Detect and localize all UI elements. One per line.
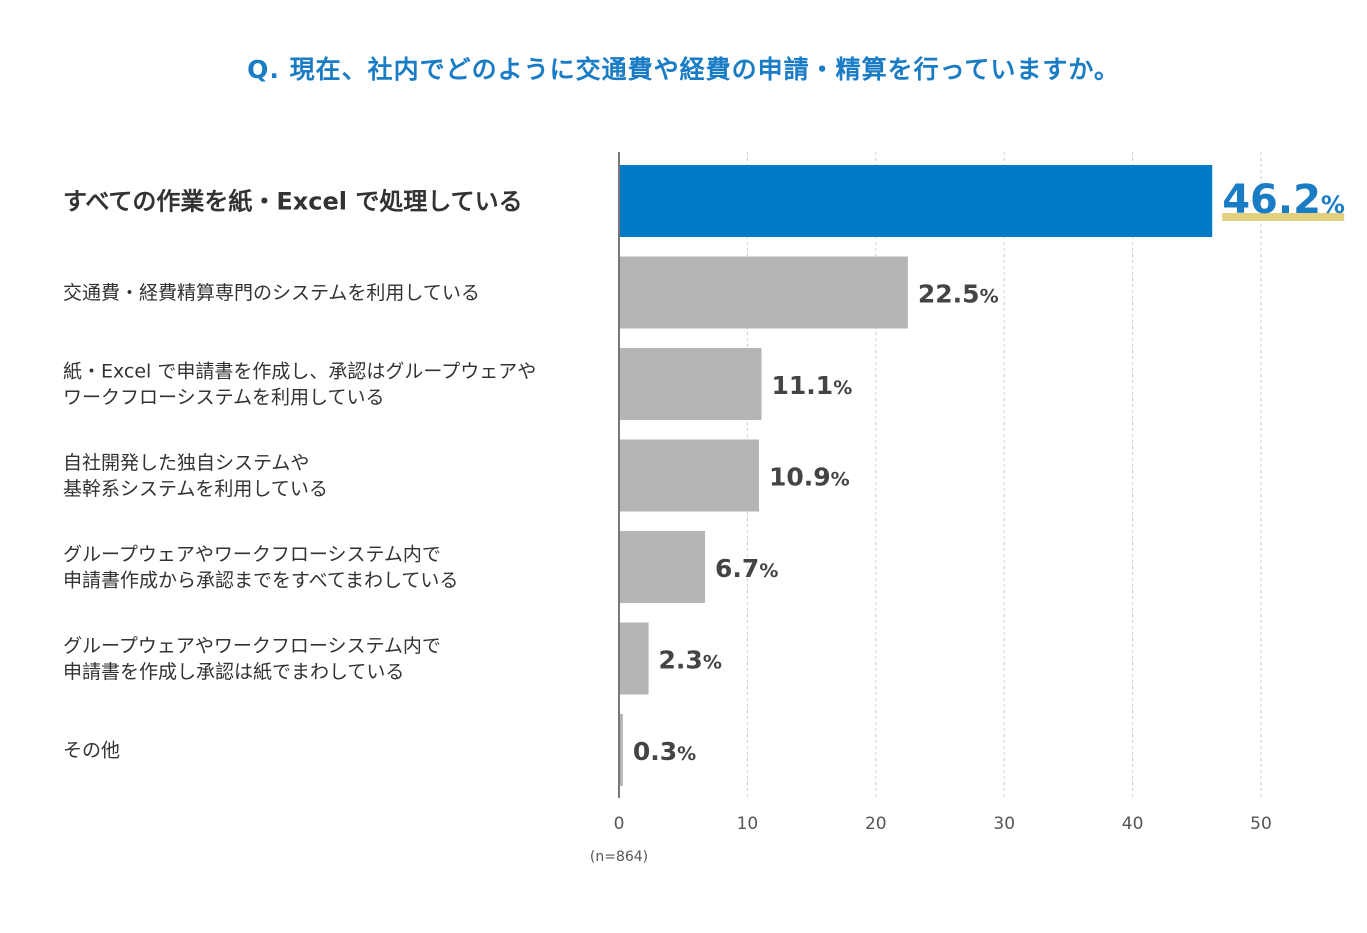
value-unit: % xyxy=(980,286,999,308)
value-unit: % xyxy=(677,743,696,765)
category-label: 紙・Excel で申請書を作成し、承認はグループウェアや xyxy=(63,361,536,383)
bar xyxy=(619,439,759,512)
x-tick-label: 10 xyxy=(737,814,759,834)
bar-value-label: 6.7% xyxy=(715,554,778,583)
bar-highlight xyxy=(619,165,1213,237)
chart-title: Q. 現在、社内でどのように交通費や経費の申請・精算を行っていますか。 xyxy=(247,55,1120,84)
category-label: ワークフローシステムを利用している xyxy=(63,387,384,409)
bar-value-label: 46.2% xyxy=(1222,177,1345,223)
bar-value-label: 2.3% xyxy=(659,646,722,675)
value-unit: % xyxy=(1321,191,1345,219)
x-tick-label: 30 xyxy=(993,814,1015,834)
value-unit: % xyxy=(703,652,722,674)
x-tick-label: 0 xyxy=(614,814,625,834)
category-label: その他 xyxy=(63,740,120,762)
category-label: すべての作業を紙・Excel で処理している xyxy=(63,187,523,215)
bar-value-label: 10.9% xyxy=(769,463,850,492)
value-unit: % xyxy=(759,560,778,582)
x-tick-label: 40 xyxy=(1122,814,1144,834)
x-tick-label: 50 xyxy=(1250,814,1272,834)
value-underline xyxy=(1222,213,1345,221)
bar xyxy=(619,348,762,420)
category-label: グループウェアやワークフローシステム内で xyxy=(63,544,441,566)
category-label: 自社開発した独自システムや xyxy=(63,452,309,474)
category-label: 申請書を作成し承認は紙でまわしている xyxy=(63,661,404,683)
bar-value-label: 11.1% xyxy=(772,371,853,400)
category-label: 基幹系システムを利用している xyxy=(63,478,328,500)
bar xyxy=(619,531,706,603)
bar xyxy=(619,714,623,786)
sample-size-note: (n=864) xyxy=(590,849,648,865)
bar xyxy=(619,622,649,695)
value-unit: % xyxy=(833,377,852,399)
category-label: 交通費・経費精算専門のシステムを利用している xyxy=(63,282,480,304)
category-label: 申請書作成から承認までをすべてまわしている xyxy=(63,570,458,592)
category-label: グループウェアやワークフローシステム内で xyxy=(63,635,441,657)
bar xyxy=(619,256,908,329)
bar-value-label: 0.3% xyxy=(633,737,696,766)
x-tick-label: 20 xyxy=(865,814,887,834)
bar-value-label: 22.5% xyxy=(918,280,999,309)
value-unit: % xyxy=(831,469,850,491)
